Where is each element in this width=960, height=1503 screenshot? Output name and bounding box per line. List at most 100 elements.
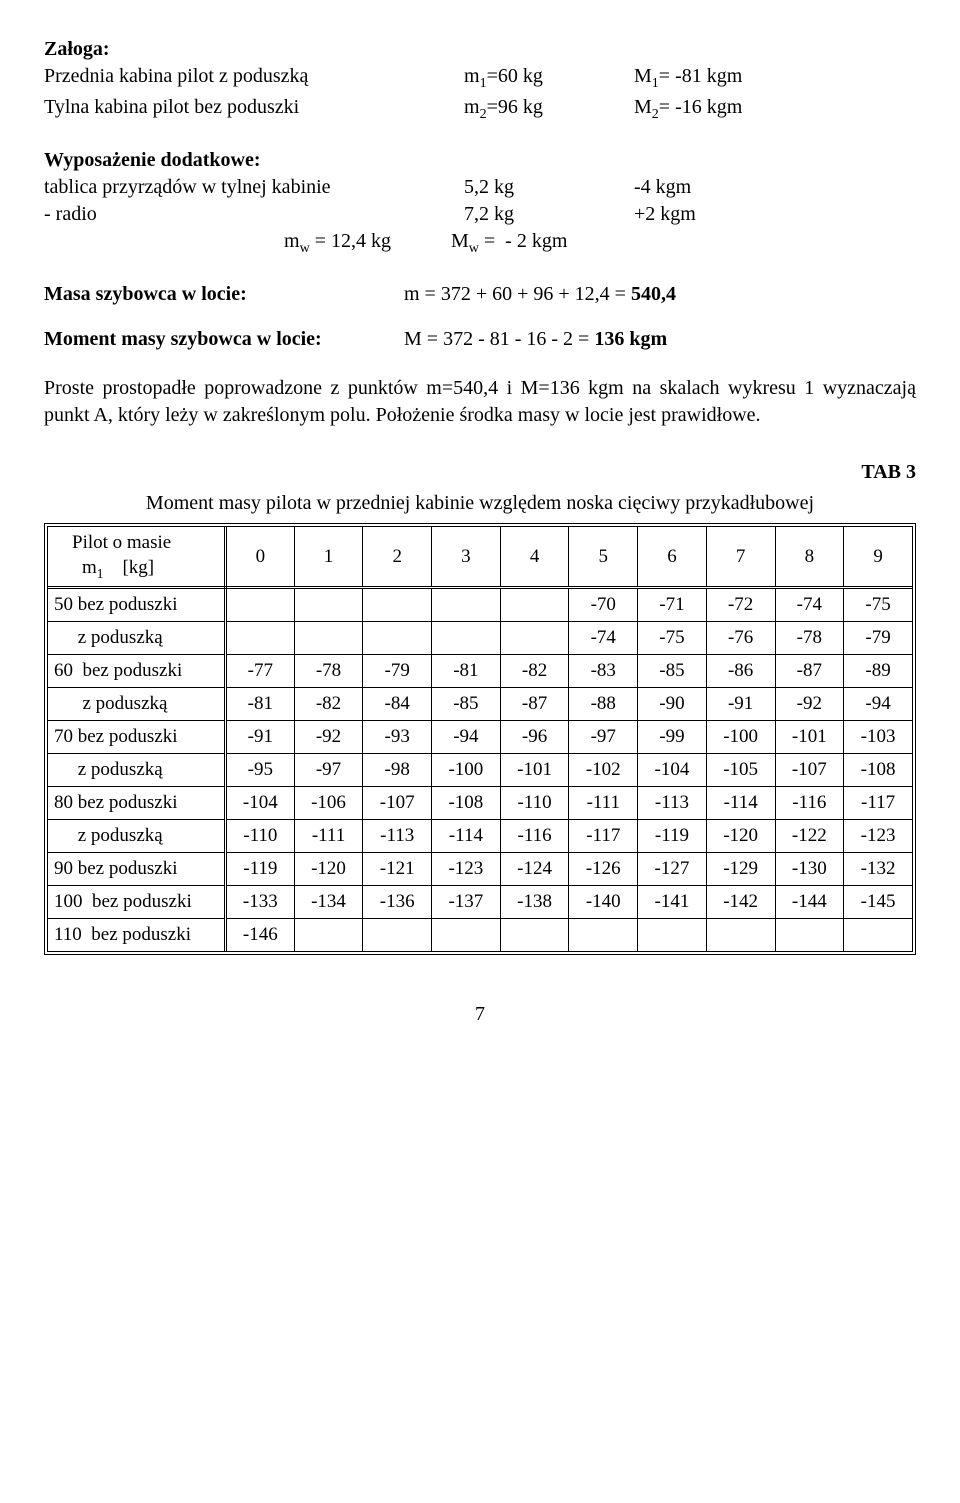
table-row-label: 90 bez poduszki — [48, 853, 226, 886]
table-cell — [294, 622, 363, 655]
table-cell: -108 — [844, 754, 913, 787]
table-cell: -79 — [363, 655, 432, 688]
table-cell: -89 — [844, 655, 913, 688]
table-cell: -119 — [226, 853, 295, 886]
table-row: 60 bez poduszki-77-78-79-81-82-83-85-86-… — [48, 655, 913, 688]
table-cell: -94 — [432, 721, 501, 754]
table-cell: -136 — [363, 886, 432, 919]
table-cell: -108 — [432, 787, 501, 820]
mass-row1-value-text: m = 372 + 60 + 96 + 12,4 = 540,4 — [404, 283, 676, 305]
table-cell: -114 — [432, 820, 501, 853]
table-cell: -104 — [638, 754, 707, 787]
table-cell — [432, 622, 501, 655]
table-cell: -122 — [775, 820, 844, 853]
table-cell: -85 — [638, 655, 707, 688]
table-cell: -106 — [294, 787, 363, 820]
table-cell: -107 — [775, 754, 844, 787]
mass-row2-label: Moment masy szybowca w locie: — [44, 326, 404, 353]
table-row-label: 60 bez poduszki — [48, 655, 226, 688]
table-cell: -119 — [638, 820, 707, 853]
mass-row1-value: m = 372 + 60 + 96 + 12,4 = 540,4 — [404, 281, 676, 308]
table-cell: -142 — [706, 886, 775, 919]
mass-row-2: Moment masy szybowca w locie: M = 372 - … — [44, 326, 916, 353]
table-cell: -91 — [706, 688, 775, 721]
table-cell: -144 — [775, 886, 844, 919]
table-cell: -145 — [844, 886, 913, 919]
table-cell: -126 — [569, 853, 638, 886]
table-cell: -110 — [500, 787, 569, 820]
paragraph: Proste prostopadłe poprowadzone z punktó… — [44, 375, 916, 429]
col-head-9: 9 — [844, 526, 913, 587]
crew-section: Załoga: Przednia kabina pilot z poduszką… — [44, 36, 916, 125]
table-cell: -113 — [638, 787, 707, 820]
table-cell: -130 — [775, 853, 844, 886]
table-cell: -110 — [226, 820, 295, 853]
table-cell — [500, 588, 569, 622]
table-cell: -78 — [775, 622, 844, 655]
table-cell: -92 — [294, 721, 363, 754]
equip-row-1: tablica przyrządów w tylnej kabinie 5,2 … — [44, 174, 916, 201]
table-cell: -78 — [294, 655, 363, 688]
table-cell: -84 — [363, 688, 432, 721]
table-cell: -132 — [844, 853, 913, 886]
table-cell: -71 — [638, 588, 707, 622]
crew-row-1: Przednia kabina pilot z poduszką m1=60 k… — [44, 63, 916, 94]
equip-row1-mass: 5,2 kg — [464, 174, 634, 201]
table-cell: -141 — [638, 886, 707, 919]
table-cell: -100 — [706, 721, 775, 754]
table-cell: -83 — [569, 655, 638, 688]
table-row-label: z poduszką — [48, 622, 226, 655]
col-head-4: 4 — [500, 526, 569, 587]
table-row-label: 70 bez poduszki — [48, 721, 226, 754]
table-cell: -76 — [706, 622, 775, 655]
table-cell: -107 — [363, 787, 432, 820]
equip-row2-mass: 7,2 kg — [464, 201, 634, 228]
table-cell: -105 — [706, 754, 775, 787]
mass-row1-label: Masa szybowca w locie: — [44, 281, 404, 308]
table-cell: -117 — [569, 820, 638, 853]
table-cell: -120 — [706, 820, 775, 853]
table-row: 80 bez poduszki-104-106-107-108-110-111-… — [48, 787, 913, 820]
col-head-7: 7 — [706, 526, 775, 587]
table-cell: -94 — [844, 688, 913, 721]
table-cell: -97 — [294, 754, 363, 787]
table-cell: -127 — [638, 853, 707, 886]
table-cell — [500, 919, 569, 952]
table-row: z poduszką-81-82-84-85-87-88-90-91-92-94 — [48, 688, 913, 721]
table-cell: -75 — [844, 588, 913, 622]
table-row-label: z poduszką — [48, 754, 226, 787]
table-cell — [432, 588, 501, 622]
table-header-label: Pilot o masie m1 [kg] — [48, 526, 226, 587]
equip-sum-row: mw = 12,4 kg Mw = - 2 kgm — [44, 228, 916, 259]
table-cell — [569, 919, 638, 952]
col-head-6: 6 — [638, 526, 707, 587]
table-row: 70 bez poduszki-91-92-93-94-96-97-99-100… — [48, 721, 913, 754]
table-cell: -102 — [569, 754, 638, 787]
crew-row2-moment: M2= -16 kgm — [634, 94, 834, 125]
table-cell: -95 — [226, 754, 295, 787]
table-cell — [226, 588, 295, 622]
col-head-0: 0 — [226, 526, 295, 587]
table-cell — [363, 588, 432, 622]
table-cell: -116 — [500, 820, 569, 853]
table-cell: -113 — [363, 820, 432, 853]
crew-row1-mass: m1=60 kg — [464, 63, 634, 94]
table-cell: -101 — [500, 754, 569, 787]
table-cell: -96 — [500, 721, 569, 754]
table-cell: -86 — [706, 655, 775, 688]
table-cell: -117 — [844, 787, 913, 820]
table-cell: -77 — [226, 655, 295, 688]
table-row-label: 110 bez poduszki — [48, 919, 226, 952]
table-cell: -97 — [569, 721, 638, 754]
equip-sum-mass: mw = 12,4 kg — [284, 228, 391, 259]
col-head-8: 8 — [775, 526, 844, 587]
table-cell: -70 — [569, 588, 638, 622]
table-cell — [638, 919, 707, 952]
table-cell: -72 — [706, 588, 775, 622]
table-cell: -116 — [775, 787, 844, 820]
table-cell: -121 — [363, 853, 432, 886]
table-cell: -85 — [432, 688, 501, 721]
table-row: 50 bez poduszki-70-71-72-74-75 — [48, 588, 913, 622]
table-cell: -79 — [844, 622, 913, 655]
table-cell: -129 — [706, 853, 775, 886]
